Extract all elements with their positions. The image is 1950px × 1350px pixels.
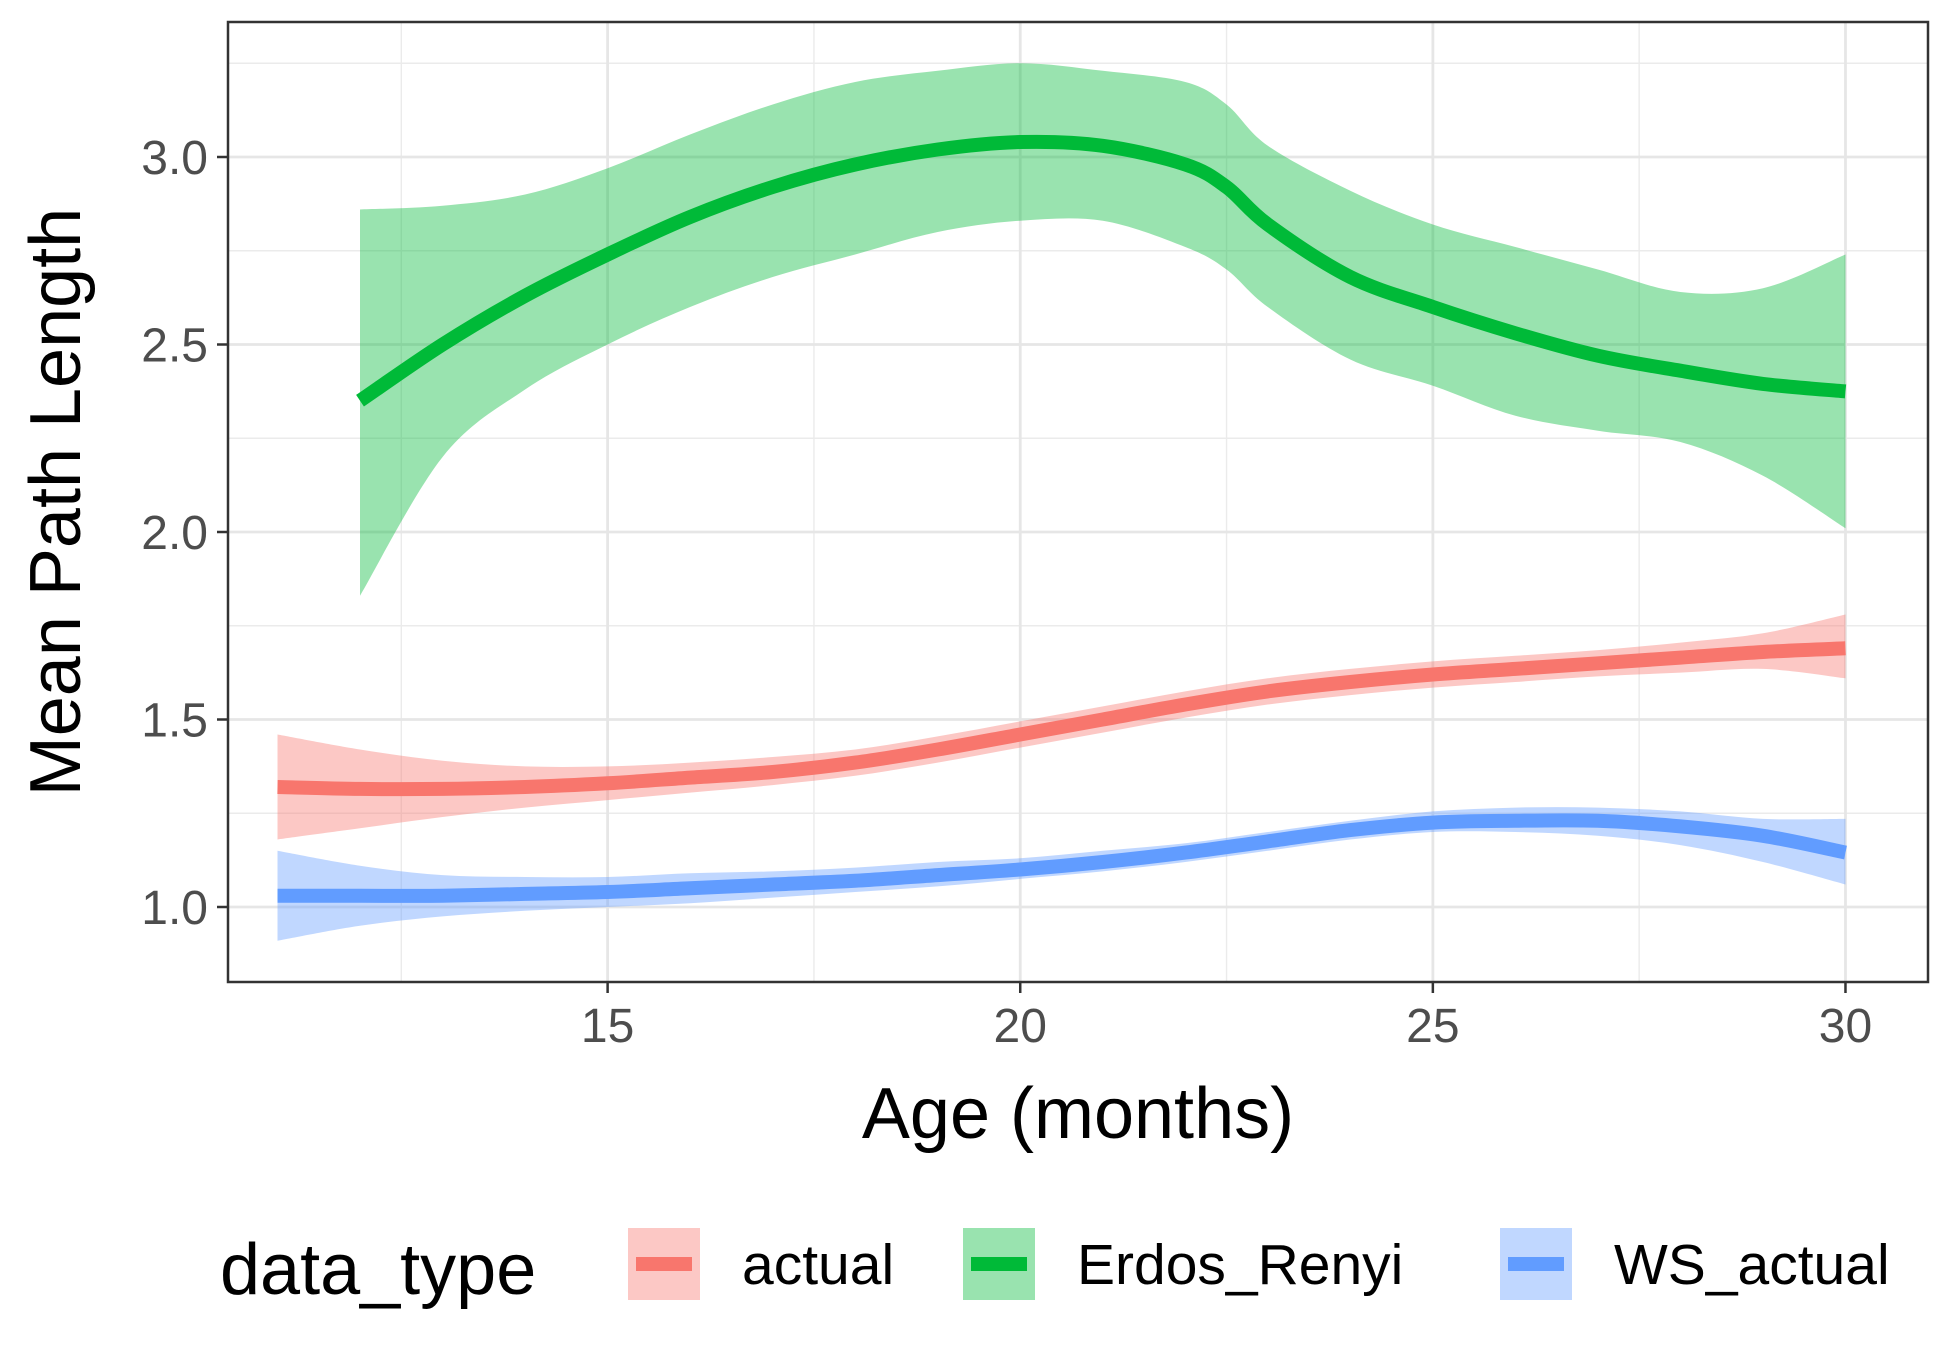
plot-border	[226, 20, 1930, 984]
legend-item-actual: actual	[628, 1228, 894, 1300]
y-tick-label: 2.5	[141, 320, 208, 373]
y-tick-label: 1.5	[141, 695, 208, 748]
x-axis-title: Age (months)	[862, 1074, 1294, 1154]
legend-label-ws-actual: WS_actual	[1614, 1233, 1890, 1297]
legend-item-erdos-renyi: Erdos_Renyi	[963, 1228, 1403, 1300]
legend-items: actual Erdos_Renyi WS_actual	[628, 1228, 1890, 1300]
series-lines	[277, 134, 1847, 903]
band-ws-actual	[277, 807, 1846, 941]
y-tick-label: 2.0	[141, 507, 208, 560]
y-tick-label: 3.0	[141, 132, 208, 185]
x-tick-label: 20	[994, 1000, 1047, 1053]
x-axis: 15 20 25 30	[581, 982, 1872, 1053]
line-actual	[277, 641, 1846, 797]
y-axis: 1.0 1.5 2.0 2.5 3.0	[141, 132, 228, 935]
y-tick-label: 1.0	[141, 882, 208, 935]
y-axis-title: Mean Path Length	[16, 208, 96, 796]
x-tick-label: 30	[1819, 1000, 1872, 1053]
legend-title: data_type	[220, 1230, 536, 1310]
legend-label-actual: actual	[742, 1233, 894, 1297]
legend: data_type actual Erdos_Renyi WS_actual	[220, 1228, 1890, 1310]
x-tick-label: 15	[581, 1000, 634, 1053]
legend-item-ws-actual: WS_actual	[1500, 1228, 1890, 1300]
x-tick-label: 25	[1406, 1000, 1459, 1053]
line-erdos-renyi	[356, 134, 1847, 407]
line-ws-actual	[277, 813, 1847, 903]
legend-label-erdos-renyi: Erdos_Renyi	[1077, 1233, 1403, 1297]
